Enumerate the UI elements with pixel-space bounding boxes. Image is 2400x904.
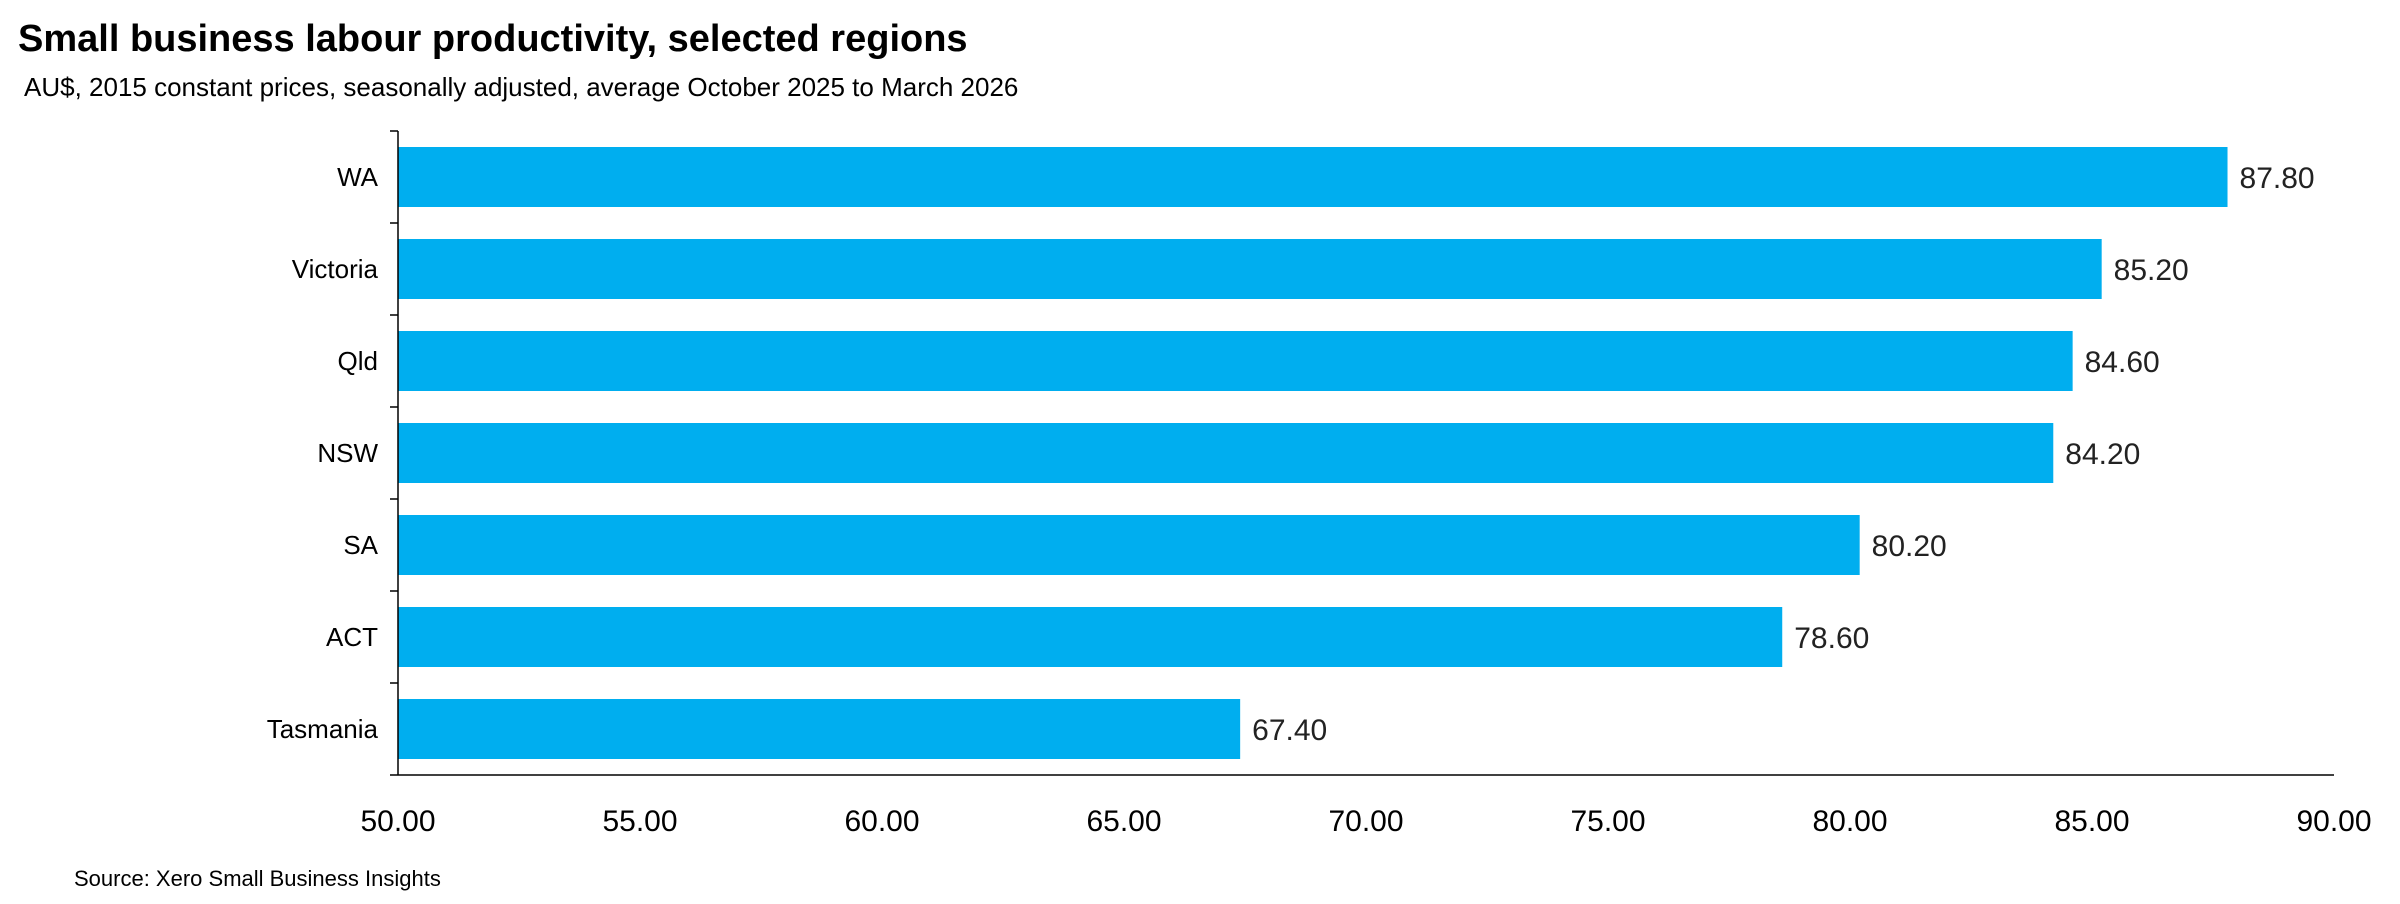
chart-title: Small business labour productivity, sele… — [18, 18, 968, 60]
value-label-tasmania: 67.40 — [1252, 714, 1327, 747]
x-tick-label: 75.00 — [1570, 805, 1645, 838]
category-label-victoria: Victoria — [292, 254, 379, 284]
category-labels-group: WA Victoria Qld NSW SA ACT Tasmania — [267, 162, 379, 744]
bar-victoria — [398, 239, 2102, 299]
x-tick-label: 50.00 — [360, 805, 435, 838]
bar-tasmania — [398, 699, 1241, 759]
value-label-wa: 87.80 — [2240, 162, 2315, 195]
x-tick-label: 60.00 — [844, 805, 919, 838]
category-label-nsw: NSW — [317, 438, 378, 468]
x-tick-label: 70.00 — [1328, 805, 1403, 838]
x-tick-label: 65.00 — [1086, 805, 1161, 838]
bar-qld — [398, 331, 2073, 391]
value-labels-group: 87.80 85.20 84.60 84.20 80.20 78.60 67.40 — [1252, 162, 2314, 747]
value-label-victoria: 85.20 — [2114, 254, 2189, 287]
bar-chart: WA Victoria Qld NSW SA ACT Tasmania 87.80 85.20… — [267, 130, 2372, 838]
x-tick-label: 55.00 — [602, 805, 677, 838]
x-tick-label: 90.00 — [2296, 805, 2371, 838]
bar-nsw — [398, 423, 2054, 483]
x-ticks-group: 50.00 55.00 60.00 65.00 70.00 75.00 80.00 85.00… — [360, 805, 2371, 838]
source-note: Source: Xero Small Business Insights — [74, 866, 441, 891]
category-label-act: ACT — [326, 622, 378, 652]
bar-sa — [398, 515, 1860, 575]
value-label-act: 78.60 — [1794, 622, 1869, 655]
chart-subtitle: AU$, 2015 constant prices, seasonally ad… — [24, 72, 1019, 102]
value-label-sa: 80.20 — [1872, 530, 1947, 563]
bar-act — [398, 607, 1783, 667]
bar-wa — [398, 147, 2228, 207]
category-label-qld: Qld — [338, 346, 378, 376]
value-label-qld: 84.60 — [2085, 346, 2160, 379]
bars-group — [398, 147, 2228, 759]
x-tick-label: 80.00 — [1812, 805, 1887, 838]
category-label-tasmania: Tasmania — [267, 714, 379, 744]
value-label-nsw: 84.20 — [2065, 438, 2140, 471]
x-tick-label: 85.00 — [2054, 805, 2129, 838]
axes-group — [390, 130, 2334, 776]
category-label-wa: WA — [337, 162, 379, 192]
category-label-sa: SA — [343, 530, 378, 560]
